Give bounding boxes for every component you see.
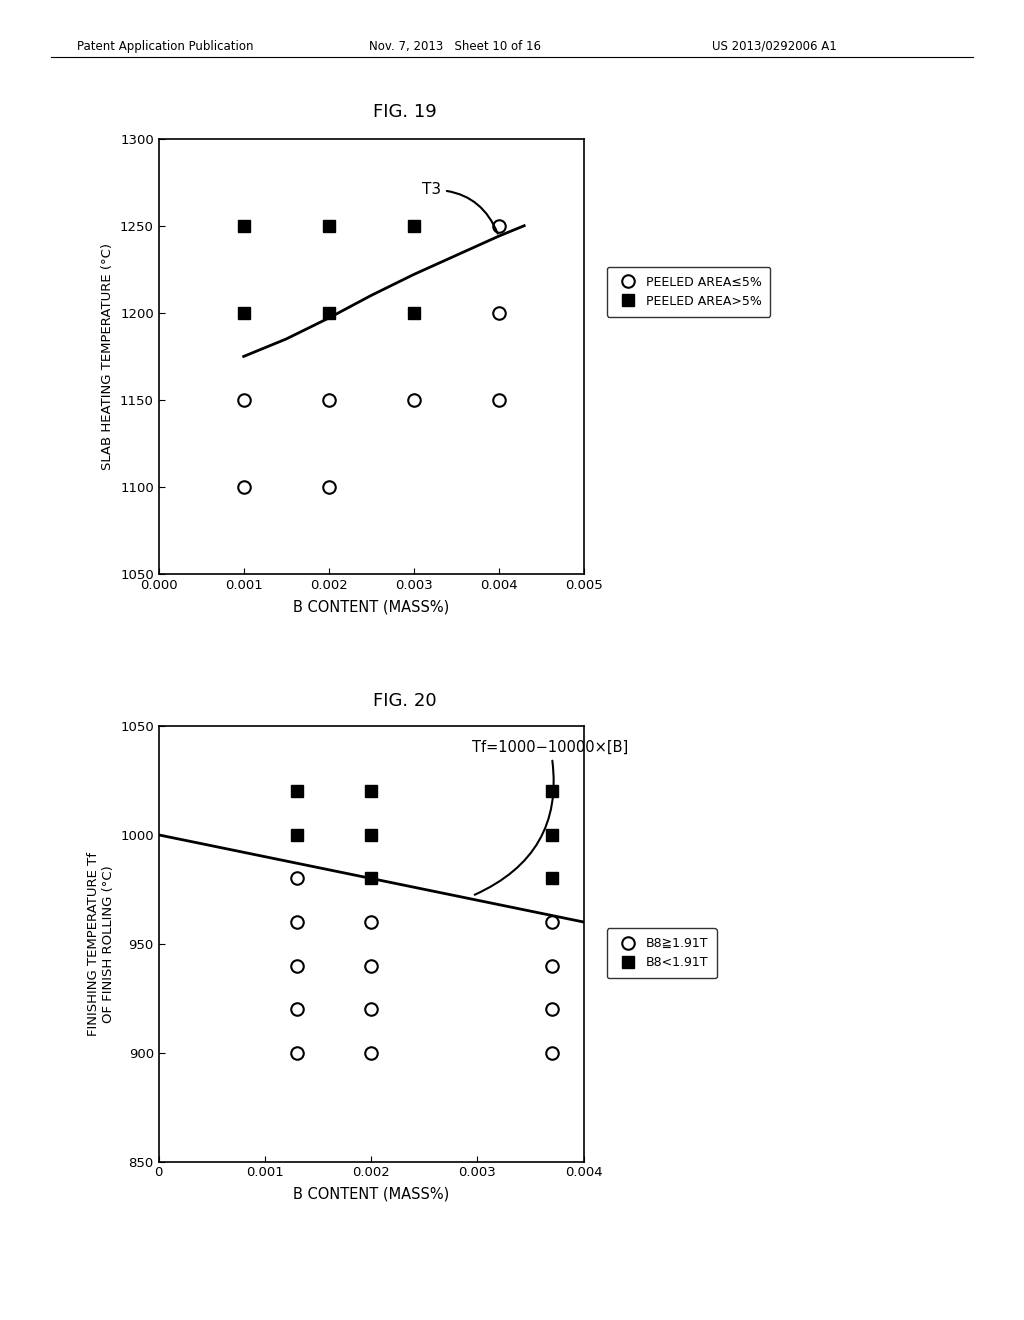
X-axis label: B CONTENT (MASS%): B CONTENT (MASS%): [293, 1187, 450, 1201]
Legend: B8≧1.91T, B8<1.91T: B8≧1.91T, B8<1.91T: [607, 928, 717, 978]
Text: Patent Application Publication: Patent Application Publication: [77, 40, 253, 53]
Text: US 2013/0292006 A1: US 2013/0292006 A1: [712, 40, 837, 53]
Text: FIG. 20: FIG. 20: [373, 692, 436, 710]
Text: FIG. 19: FIG. 19: [373, 103, 436, 121]
Text: T3: T3: [422, 182, 498, 234]
Text: Nov. 7, 2013   Sheet 10 of 16: Nov. 7, 2013 Sheet 10 of 16: [369, 40, 541, 53]
Y-axis label: SLAB HEATING TEMPERATURE (°C): SLAB HEATING TEMPERATURE (°C): [101, 243, 115, 470]
Text: Tf=1000−10000×[B]: Tf=1000−10000×[B]: [472, 741, 629, 895]
Legend: PEELED AREA≤5%, PEELED AREA>5%: PEELED AREA≤5%, PEELED AREA>5%: [607, 267, 770, 317]
Y-axis label: FINISHING TEMPERATURE Tf
OF FINISH ROLLING (°C): FINISHING TEMPERATURE Tf OF FINISH ROLLI…: [87, 851, 115, 1036]
X-axis label: B CONTENT (MASS%): B CONTENT (MASS%): [293, 599, 450, 614]
